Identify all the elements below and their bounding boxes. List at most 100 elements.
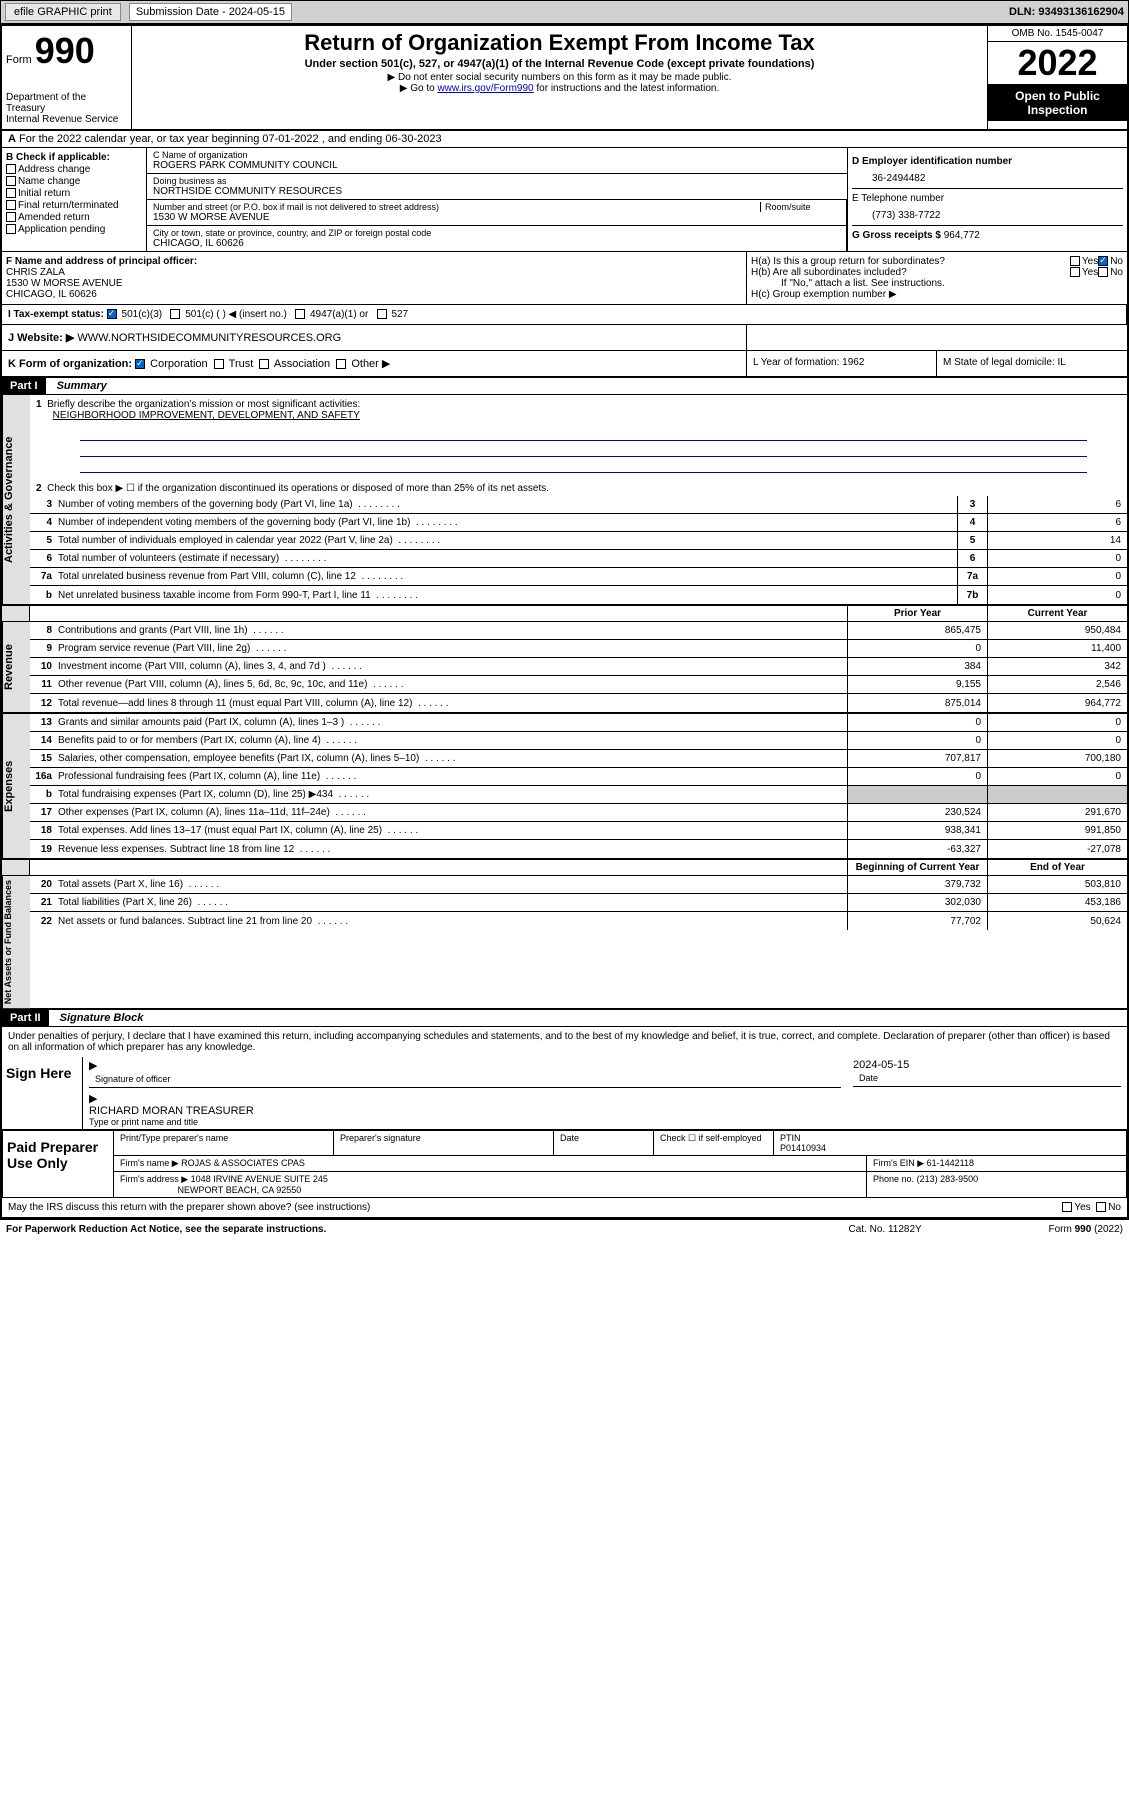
summary-row: 14 Benefits paid to or for members (Part… bbox=[30, 732, 1127, 750]
omb-number: OMB No. 1545-0047 bbox=[988, 26, 1127, 42]
instr-link: ▶ Go to www.irs.gov/Form990 for instruct… bbox=[136, 83, 983, 94]
instr-ssn: ▶ Do not enter social security numbers o… bbox=[136, 72, 983, 83]
footer-right: Form 990 (2022) bbox=[1049, 1224, 1123, 1235]
chk-final-return[interactable]: Final return/terminated bbox=[6, 200, 142, 211]
side-expenses: Expenses bbox=[2, 714, 30, 858]
state-domicile: M State of legal domicile: IL bbox=[937, 351, 1127, 376]
summary-row: 11 Other revenue (Part VIII, column (A),… bbox=[30, 676, 1127, 694]
firm-addr-label: Firm's address ▶ bbox=[120, 1174, 188, 1184]
instr-link-pre: ▶ Go to bbox=[400, 83, 438, 94]
summary-row: 18 Total expenses. Add lines 13–17 (must… bbox=[30, 822, 1127, 840]
opt-527: 527 bbox=[391, 309, 408, 320]
firm-name: ROJAS & ASSOCIATES CPAS bbox=[181, 1158, 305, 1168]
firm-ein: 61-1442118 bbox=[927, 1158, 974, 1168]
tax-year-text: For the 2022 calendar year, or tax year … bbox=[19, 133, 442, 145]
part2-title: Signature Block bbox=[52, 1010, 152, 1026]
chk-initial-return[interactable]: Initial return bbox=[6, 188, 142, 199]
org-name-label: C Name of organization bbox=[153, 150, 841, 160]
addr-label: Number and street (or P.O. box if mail i… bbox=[153, 202, 760, 212]
box-f-officer: F Name and address of principal officer:… bbox=[2, 252, 747, 304]
opt-assoc: Association bbox=[274, 358, 330, 370]
summary-row: 6 Total number of volunteers (estimate i… bbox=[30, 550, 1127, 568]
opt-501c: 501(c) ( ) ◀ (insert no.) bbox=[185, 309, 287, 320]
summary-row: 10 Investment income (Part VIII, column … bbox=[30, 658, 1127, 676]
col-begin-year: Beginning of Current Year bbox=[847, 860, 987, 875]
prep-date-label: Date bbox=[553, 1131, 653, 1155]
officer-label: F Name and address of principal officer: bbox=[6, 256, 197, 267]
firm-addr1: 1048 IRVINE AVENUE SUITE 245 bbox=[191, 1174, 328, 1184]
prep-sig-label: Preparer's signature bbox=[333, 1131, 553, 1155]
phone-value: (213) 283-9500 bbox=[917, 1174, 979, 1184]
box-b-checkboxes: B Check if applicable: Address change Na… bbox=[2, 148, 147, 251]
opt-4947: 4947(a)(1) or bbox=[310, 309, 368, 320]
dba-name: NORTHSIDE COMMUNITY RESOURCES bbox=[153, 186, 841, 197]
summary-row: 7a Total unrelated business revenue from… bbox=[30, 568, 1127, 586]
paid-preparer-label: Paid Preparer Use Only bbox=[3, 1131, 113, 1197]
efile-print-button[interactable]: efile GRAPHIC print bbox=[5, 3, 121, 21]
year-block: OMB No. 1545-0047 2022 Open to Public In… bbox=[987, 26, 1127, 129]
declaration-text: Under penalties of perjury, I declare th… bbox=[2, 1027, 1127, 1057]
submission-date: Submission Date - 2024-05-15 bbox=[129, 3, 292, 21]
ein-value: 36-2494482 bbox=[852, 167, 1123, 184]
side-governance: Activities & Governance bbox=[2, 395, 30, 604]
city-state-zip: CHICAGO, IL 60626 bbox=[153, 238, 840, 249]
org-name: ROGERS PARK COMMUNITY COUNCIL bbox=[153, 160, 841, 171]
irs-link[interactable]: www.irs.gov/Form990 bbox=[437, 83, 533, 94]
officer-name: CHRIS ZALA bbox=[6, 267, 742, 278]
form-title-block: Return of Organization Exempt From Incom… bbox=[132, 26, 987, 129]
dept-line1: Department of the Treasury bbox=[6, 92, 127, 114]
summary-row: 4 Number of independent voting members o… bbox=[30, 514, 1127, 532]
tel-value: (773) 338-7722 bbox=[852, 204, 1123, 221]
form-org-label: K Form of organization: bbox=[8, 358, 132, 370]
summary-row: 22 Net assets or fund balances. Subtract… bbox=[30, 912, 1127, 930]
footer-cat: Cat. No. 11282Y bbox=[849, 1224, 1049, 1235]
opt-501c3: 501(c)(3) bbox=[122, 309, 163, 320]
year-formation: L Year of formation: 1962 bbox=[747, 351, 937, 376]
summary-row: b Net unrelated business taxable income … bbox=[30, 586, 1127, 604]
opt-trust: Trust bbox=[229, 358, 254, 370]
row-j-website: J Website: ▶ WWW.NORTHSIDECOMMUNITYRESOU… bbox=[2, 325, 747, 350]
row-i-tax-status: I Tax-exempt status: 501(c)(3) 501(c) ( … bbox=[2, 305, 1127, 325]
box-c-org-info: C Name of organization ROGERS PARK COMMU… bbox=[147, 148, 1127, 251]
summary-row: 9 Program service revenue (Part VIII, li… bbox=[30, 640, 1127, 658]
row-a-tax-year: A For the 2022 calendar year, or tax yea… bbox=[2, 131, 1127, 148]
city-label: City or town, state or province, country… bbox=[153, 228, 840, 238]
form-label: Form bbox=[6, 54, 32, 66]
ptin-value: P01410934 bbox=[780, 1143, 826, 1153]
top-bar: efile GRAPHIC print Submission Date - 20… bbox=[0, 0, 1129, 24]
opt-corp: Corporation bbox=[150, 358, 207, 370]
opt-other: Other ▶ bbox=[351, 358, 390, 370]
summary-row: 5 Total number of individuals employed i… bbox=[30, 532, 1127, 550]
part2-header: Part II bbox=[2, 1010, 49, 1026]
dept-treasury: Department of the Treasury Internal Reve… bbox=[6, 92, 127, 125]
prep-check: Check ☐ if self-employed bbox=[653, 1131, 773, 1155]
form-subtitle: Under section 501(c), 527, or 4947(a)(1)… bbox=[136, 58, 983, 70]
summary-row: 3 Number of voting members of the govern… bbox=[30, 496, 1127, 514]
summary-row: 20 Total assets (Part X, line 16) . . . … bbox=[30, 876, 1127, 894]
tel-label: E Telephone number bbox=[852, 193, 944, 204]
phone-label: Phone no. bbox=[873, 1174, 914, 1184]
chk-application-pending[interactable]: Application pending bbox=[6, 224, 142, 235]
chk-name-change[interactable]: Name change bbox=[6, 176, 142, 187]
gross-label: G Gross receipts $ bbox=[852, 230, 941, 241]
officer-addr1: 1530 W MORSE AVENUE bbox=[6, 278, 742, 289]
row-k-form-org: K Form of organization: Corporation Trus… bbox=[2, 351, 747, 376]
summary-row: 21 Total liabilities (Part X, line 26) .… bbox=[30, 894, 1127, 912]
officer-addr2: CHICAGO, IL 60626 bbox=[6, 289, 742, 300]
chk-address-change[interactable]: Address change bbox=[6, 164, 142, 175]
summary-row: 15 Salaries, other compensation, employe… bbox=[30, 750, 1127, 768]
ein-label: D Employer identification number bbox=[852, 156, 1012, 167]
part1-title: Summary bbox=[49, 378, 115, 394]
summary-row: 16a Professional fundraising fees (Part … bbox=[30, 768, 1127, 786]
chk-amended-return[interactable]: Amended return bbox=[6, 212, 142, 223]
dept-line2: Internal Revenue Service bbox=[6, 114, 127, 125]
ptin-label: PTIN bbox=[780, 1133, 801, 1143]
sig-name: RICHARD MORAN TREASURER bbox=[89, 1105, 254, 1117]
form-990: Form 990 Department of the Treasury Inte… bbox=[0, 24, 1129, 1219]
tax-status-label: I Tax-exempt status: bbox=[8, 309, 104, 320]
ha-text: H(a) Is this a group return for subordin… bbox=[751, 256, 1070, 267]
part1-header: Part I bbox=[2, 378, 46, 394]
sig-date-label: Date bbox=[853, 1071, 1121, 1087]
summary-row: 13 Grants and similar amounts paid (Part… bbox=[30, 714, 1127, 732]
box-h-group: H(a) Is this a group return for subordin… bbox=[747, 252, 1127, 304]
